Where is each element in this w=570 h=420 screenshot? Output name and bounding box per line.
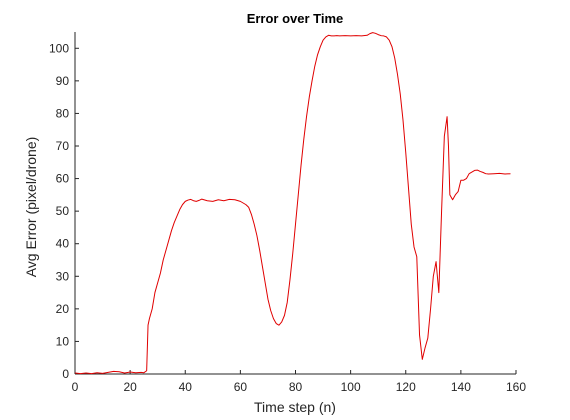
y-tick-label: 20 — [56, 302, 70, 316]
axes — [74, 32, 516, 375]
y-tick-label: 90 — [56, 74, 70, 88]
x-axis-ticks: 0 20 40 60 80 100 120 140 160 — [72, 370, 526, 394]
x-tick-label: 140 — [451, 380, 471, 394]
x-tick-label: 20 — [123, 380, 137, 394]
x-tick-label: 160 — [506, 380, 526, 394]
x-tick-label: 80 — [289, 380, 303, 394]
y-tick-label: 70 — [56, 139, 70, 153]
y-tick-label: 80 — [56, 106, 70, 120]
y-axis-ticks: 0 10 20 30 40 50 60 70 80 90 100 — [49, 41, 79, 381]
x-tick-label: 0 — [72, 380, 79, 394]
y-tick-label: 40 — [56, 237, 70, 251]
y-axis-label: Avg Error (pixel/drone) — [23, 137, 39, 278]
chart-title: Error over Time — [247, 11, 344, 26]
y-tick-label: 100 — [49, 41, 69, 55]
series-line-0 — [74, 32, 511, 375]
x-tick-label: 120 — [396, 380, 416, 394]
data-series — [74, 32, 511, 375]
x-tick-label: 60 — [234, 380, 248, 394]
x-tick-label: 100 — [341, 380, 361, 394]
y-tick-label: 30 — [56, 269, 70, 283]
y-tick-label: 50 — [56, 204, 70, 218]
x-axis-label: Time step (n) — [254, 399, 336, 415]
x-tick-label: 40 — [179, 380, 193, 394]
y-tick-label: 60 — [56, 172, 70, 186]
y-tick-label: 0 — [62, 367, 69, 381]
y-tick-label: 10 — [56, 334, 70, 348]
